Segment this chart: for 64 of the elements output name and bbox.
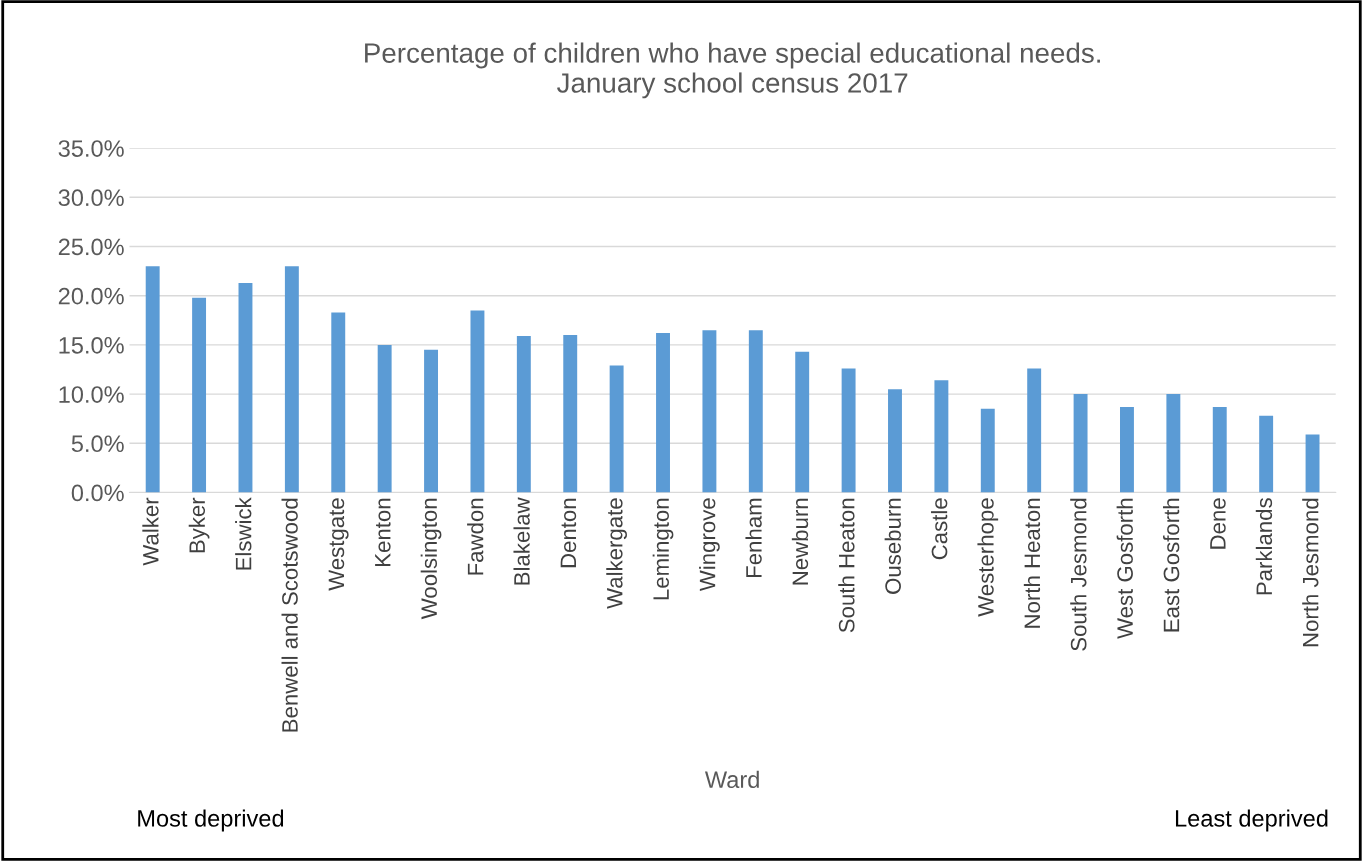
bar [795,351,810,493]
x-axis-title: Ward [704,770,759,789]
bar [192,297,207,493]
bar [516,336,531,493]
bar [1027,368,1042,493]
chart-title: Percentage of children who have special educational needs. January school census 2017 [365,42,1100,99]
y-tick-label: 35.0% [58,140,124,157]
y-tick-label: 5.0% [71,435,124,453]
x-tick-label: Fenham [745,498,762,578]
x-tick-label: Fawdon [467,498,484,575]
x-tick-label: Newburn [791,498,809,585]
bar [609,365,624,493]
x-tick-label: Ouseburn [884,498,901,594]
y-tick-label: 15.0% [59,336,124,354]
x-tick-label: Denton [560,498,577,568]
x-tick-label: Lemington [652,498,674,600]
bar [1259,415,1274,493]
bar [888,389,902,493]
x-tick-label: East Gosforth [1163,498,1180,632]
x-tick-label: South Heaton [838,498,855,633]
x-tick-label: Parklands [1255,498,1273,595]
y-tick-label: 25.0% [58,238,124,256]
x-tick-label: Dene [1210,498,1226,549]
bar [702,330,717,493]
bar [1073,394,1088,493]
bar [470,310,485,493]
text: Most deprived [138,809,284,832]
bar [563,335,578,493]
x-tick-label: Walker [142,497,159,566]
x-tick-label: Castle [931,498,948,560]
x-tick-label: Westerhope [977,498,999,617]
bar [1166,394,1181,493]
bar [377,344,392,493]
x-tick-label: Kenton [375,498,391,566]
bar [145,266,160,493]
x-tick-label: North Jesmond [1302,498,1319,647]
x-tick-label: South Jesmond [1070,498,1087,651]
y-tick-label: 0.0% [71,484,124,502]
y-tick-label: 10.0% [59,386,124,403]
x-tick-label: Benwell and Scotswood [281,498,298,732]
bar [238,282,253,493]
bar [934,380,949,493]
text: Least deprived [1175,809,1328,832]
bar [1120,406,1134,493]
y-tick-label: 20.0% [58,287,124,305]
x-tick-label: Wingrove [699,498,720,592]
bar [656,333,670,493]
bar [1305,434,1320,493]
x-tick-label: North Heaton [1023,498,1041,628]
bar [841,368,856,493]
x-tick-label: Westgate [328,498,349,591]
x-tick-label: Walkergate [606,498,627,609]
x-tick-label: Woolsington [420,498,442,620]
x-tick-label: Blakelaw [513,497,530,585]
bar [1212,406,1227,493]
y-tick-label: 30.0% [58,189,124,207]
bar [424,349,439,493]
x-tick-label: Elswick [235,497,252,570]
x-tick-label: Byker [188,497,210,553]
bar [748,330,763,493]
bar [331,312,346,493]
bar [980,408,995,493]
bar [284,266,299,493]
x-tick-label: West Gosforth [1116,498,1133,639]
